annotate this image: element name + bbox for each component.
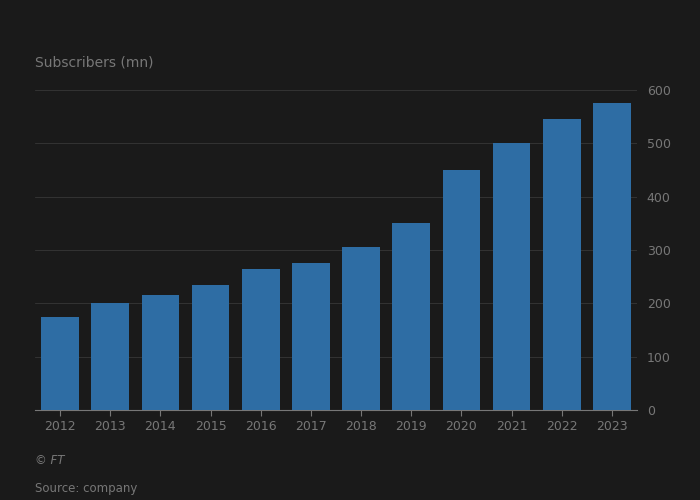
Bar: [593, 104, 631, 410]
Bar: [192, 284, 230, 410]
Bar: [393, 224, 430, 410]
Bar: [292, 264, 330, 410]
Text: © FT: © FT: [35, 454, 64, 468]
Bar: [543, 120, 580, 410]
Bar: [242, 268, 279, 410]
Bar: [442, 170, 480, 410]
Text: Subscribers (mn): Subscribers (mn): [35, 56, 153, 70]
Bar: [141, 296, 179, 410]
Text: Source: company: Source: company: [35, 482, 137, 495]
Bar: [493, 144, 531, 410]
Bar: [342, 248, 380, 410]
Bar: [41, 316, 79, 410]
Bar: [92, 304, 129, 410]
